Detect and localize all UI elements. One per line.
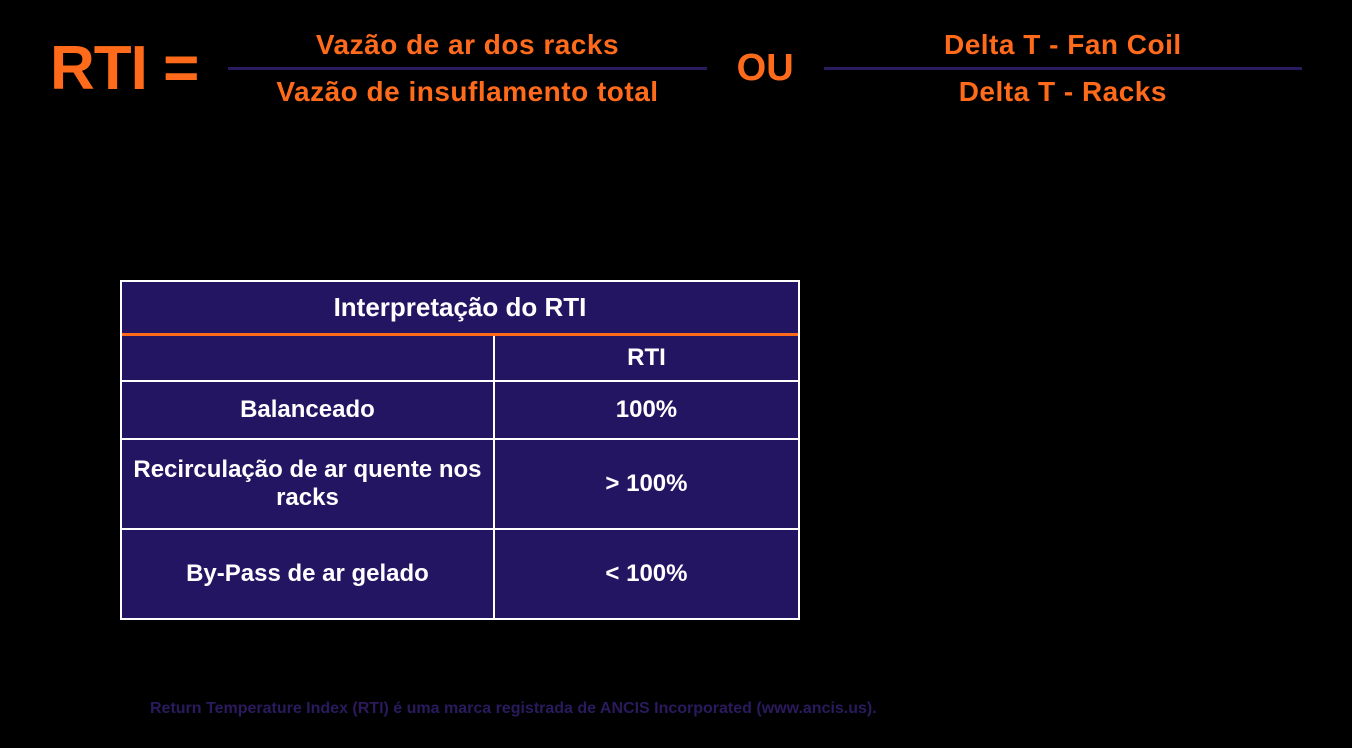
fraction-2: Delta T - Fan Coil Delta T - Racks (824, 25, 1302, 112)
fraction-2-line (824, 67, 1302, 70)
row-value: > 100% (494, 439, 799, 529)
fraction-2-denominator: Delta T - Racks (959, 72, 1167, 112)
row-label: Recirculação de ar quente nos racks (121, 439, 494, 529)
table-row: Balanceado 100% (121, 381, 799, 439)
table-title: Interpretação do RTI (121, 281, 799, 333)
fraction-1-line (228, 67, 706, 70)
rti-formula: RTI = Vazão de ar dos racks Vazão de ins… (0, 0, 1352, 112)
table-title-row: Interpretação do RTI (121, 281, 799, 333)
row-value: 100% (494, 381, 799, 439)
rti-table: Interpretação do RTI RTI Balanceado 100%… (120, 280, 800, 620)
fraction-2-numerator: Delta T - Fan Coil (944, 25, 1182, 65)
fraction-1-denominator: Vazão de insuflamento total (276, 72, 658, 112)
fraction-1-numerator: Vazão de ar dos racks (316, 25, 619, 65)
table-row: Recirculação de ar quente nos racks > 10… (121, 439, 799, 529)
rti-label: RTI = (50, 33, 198, 104)
table-header-rti: RTI (494, 336, 799, 381)
table-header-blank (121, 336, 494, 381)
table-row: By-Pass de ar gelado < 100% (121, 529, 799, 619)
rti-table-container: Interpretação do RTI RTI Balanceado 100%… (120, 280, 800, 620)
fraction-1: Vazão de ar dos racks Vazão de insuflame… (228, 25, 706, 112)
table-header-row: RTI (121, 336, 799, 381)
or-label: OU (737, 47, 794, 90)
row-label: Balanceado (121, 381, 494, 439)
row-label: By-Pass de ar gelado (121, 529, 494, 619)
footer-note: Return Temperature Index (RTI) é uma mar… (150, 700, 877, 718)
row-value: < 100% (494, 529, 799, 619)
